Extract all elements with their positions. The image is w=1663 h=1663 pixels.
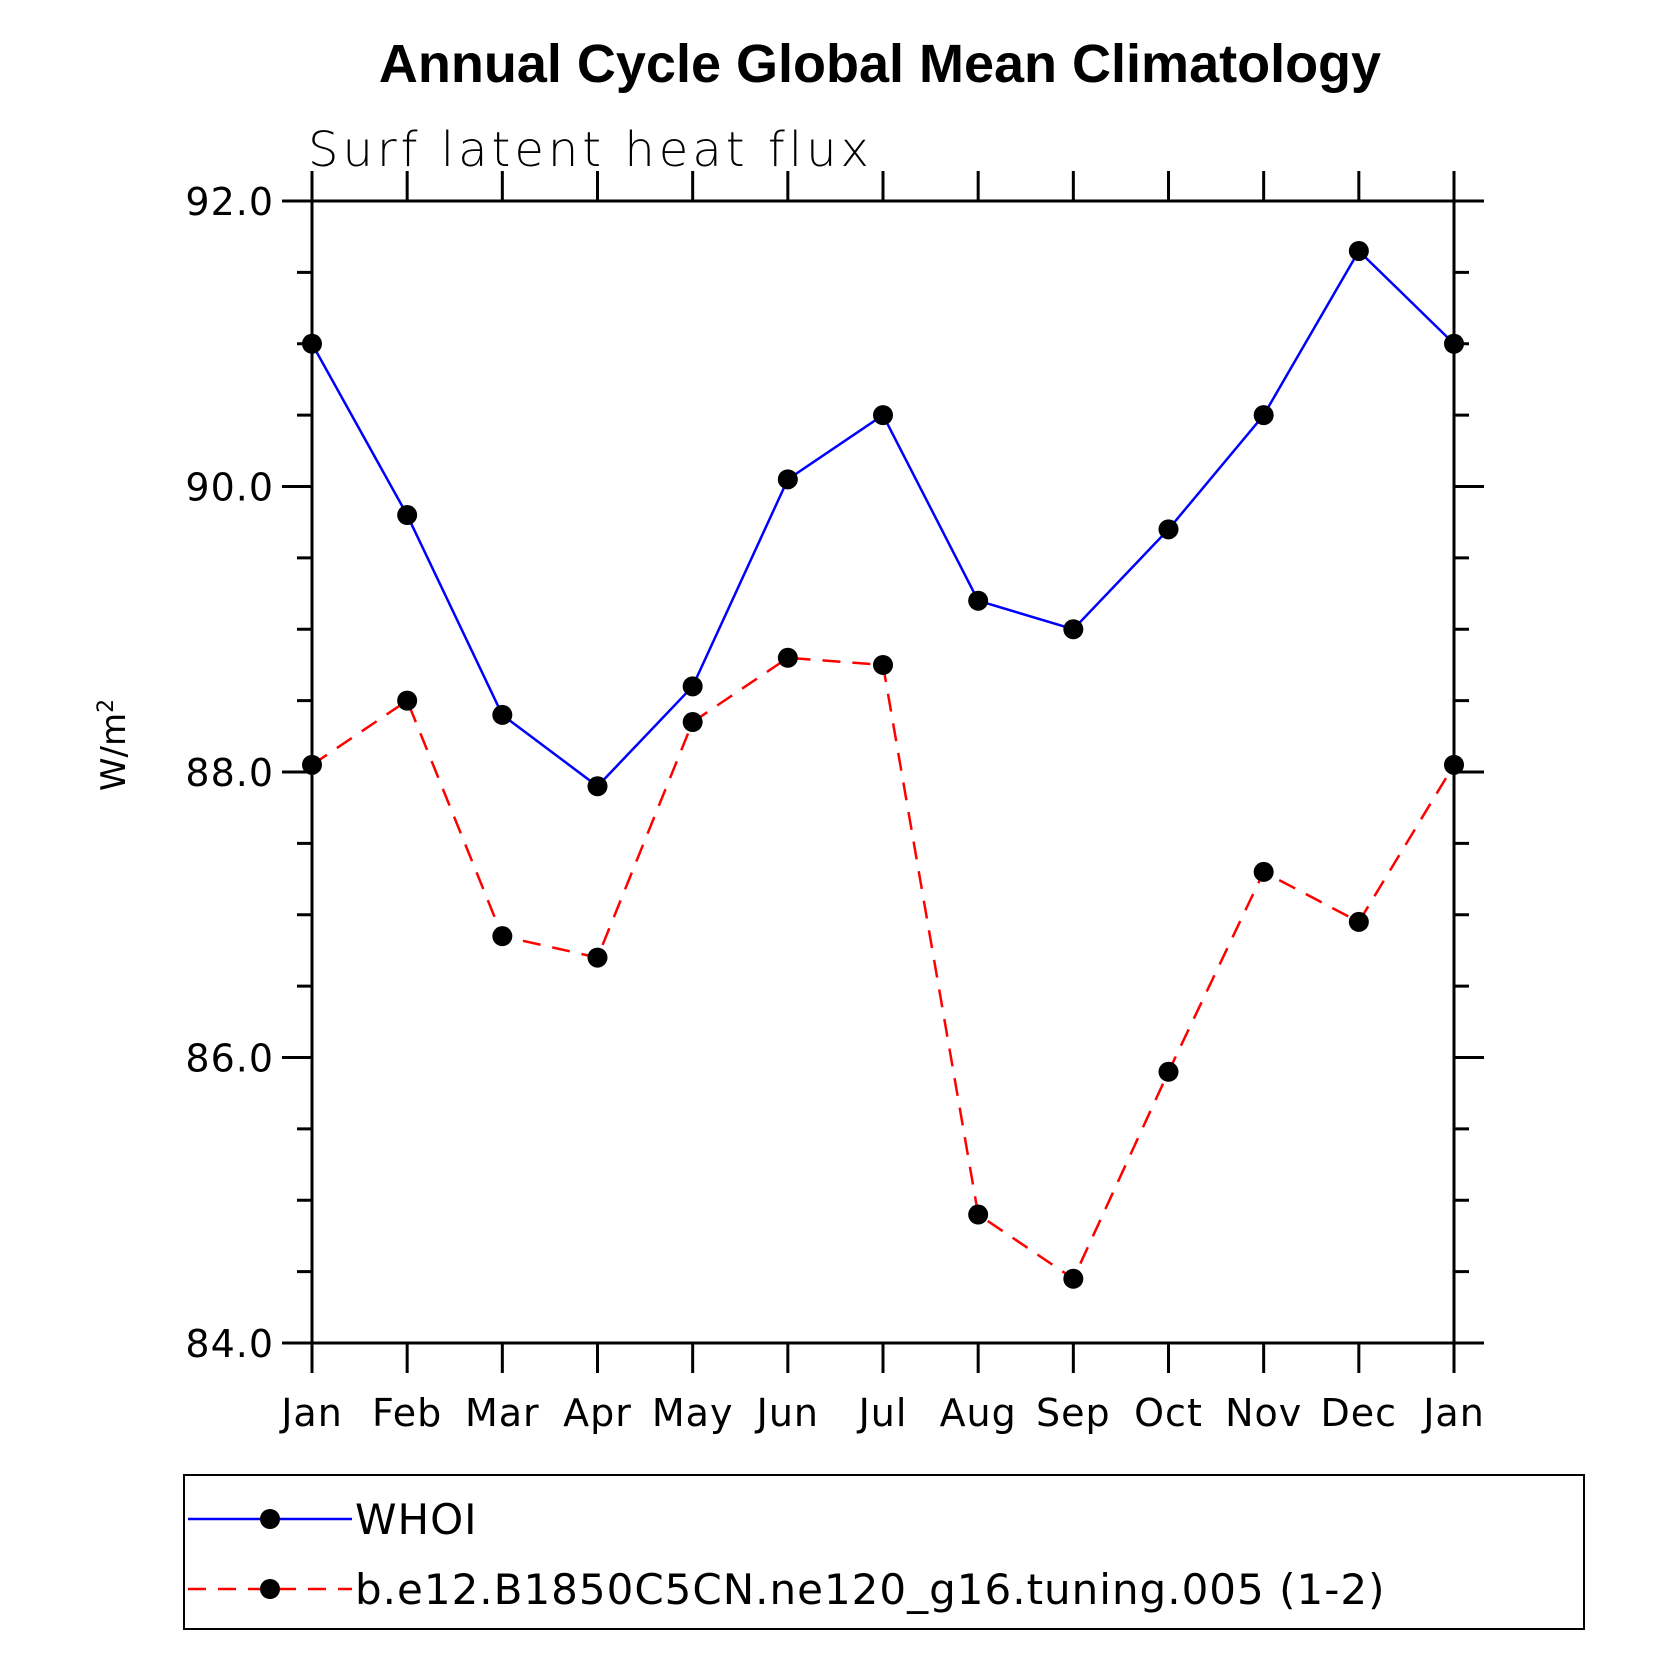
data-point-series-0 bbox=[1348, 240, 1369, 261]
x-tick-label: Aug bbox=[940, 1391, 1017, 1435]
x-tick-label: May bbox=[652, 1391, 734, 1435]
data-point-series-0 bbox=[1444, 333, 1464, 354]
data-point-series-1 bbox=[1158, 1061, 1179, 1082]
data-point-series-0 bbox=[1253, 405, 1274, 426]
x-tick-label: Apr bbox=[563, 1391, 632, 1435]
x-tick-label: Jul bbox=[857, 1391, 908, 1435]
x-tick-label: Mar bbox=[465, 1391, 540, 1435]
data-point-series-1 bbox=[682, 712, 703, 733]
data-point-series-1 bbox=[1063, 1268, 1084, 1289]
data-point-series-1 bbox=[873, 654, 893, 675]
data-point-series-1 bbox=[777, 647, 798, 668]
data-point-series-0 bbox=[777, 469, 798, 490]
y-tick-label: 84.0 bbox=[185, 1322, 274, 1366]
data-point-series-1 bbox=[492, 926, 513, 947]
y-tick-label: 86.0 bbox=[185, 1037, 274, 1081]
data-point-series-0 bbox=[1158, 519, 1179, 540]
data-point-series-1 bbox=[302, 754, 322, 775]
data-point-series-0 bbox=[682, 676, 703, 697]
data-point-series-1 bbox=[397, 690, 418, 711]
data-point-series-1 bbox=[1444, 754, 1464, 775]
plot-frame bbox=[310, 199, 1456, 1345]
x-tick-label: Nov bbox=[1225, 1391, 1302, 1435]
data-point-series-0 bbox=[492, 704, 513, 725]
data-point-series-0 bbox=[397, 505, 418, 526]
y-axis-label-text: W/m bbox=[94, 713, 134, 791]
series-layer bbox=[302, 240, 1464, 1289]
data-point-series-0 bbox=[968, 590, 989, 611]
legend-box bbox=[183, 1474, 1585, 1630]
chart-subtitle: Surf latent heat flux bbox=[308, 122, 873, 178]
data-point-series-1 bbox=[1348, 911, 1369, 932]
x-tick-label: Feb bbox=[372, 1391, 442, 1435]
data-point-series-0 bbox=[302, 333, 322, 354]
x-axis-ticks: Jan Feb Mar Apr May Jun Jul Aug Sep Oct Nov Dec Jan bbox=[279, 171, 1485, 1435]
data-point-series-1 bbox=[968, 1204, 989, 1225]
y-tick-label: 92.0 bbox=[185, 180, 274, 224]
legend-label-whoi: WHOI bbox=[355, 1495, 478, 1544]
x-tick-label: Jan bbox=[279, 1391, 343, 1435]
x-tick-label: Jan bbox=[1421, 1391, 1485, 1435]
series-line-1 bbox=[311, 656, 1456, 1281]
legend-label-model: b.e12.B1850C5CN.ne120_g16.tuning.005 (1-… bbox=[355, 1565, 1385, 1614]
legend-marker-model bbox=[260, 1579, 280, 1599]
data-point-series-0 bbox=[587, 776, 608, 797]
data-point-series-1 bbox=[1253, 861, 1274, 882]
x-tick-label: Oct bbox=[1134, 1391, 1203, 1435]
data-point-series-0 bbox=[1063, 619, 1084, 640]
y-tick-label: 90.0 bbox=[185, 466, 274, 510]
x-tick-label: Dec bbox=[1321, 1391, 1398, 1435]
series-line-0 bbox=[310, 248, 1455, 788]
legend-marker-whoi bbox=[260, 1509, 280, 1529]
y-axis-label-superscript: 2 bbox=[94, 699, 119, 713]
data-point-series-1 bbox=[587, 947, 608, 968]
x-tick-label: Sep bbox=[1036, 1391, 1111, 1435]
y-axis-ticks: 84.0 86.0 88.0 90.0 92.0 bbox=[185, 180, 1484, 1366]
chart-title: Annual Cycle Global Mean Climatology bbox=[379, 34, 1381, 94]
data-point-series-0 bbox=[873, 405, 893, 426]
y-tick-label: 88.0 bbox=[185, 751, 274, 795]
x-tick-label: Jun bbox=[755, 1391, 819, 1435]
y-axis-label: W/m2 bbox=[94, 699, 135, 791]
